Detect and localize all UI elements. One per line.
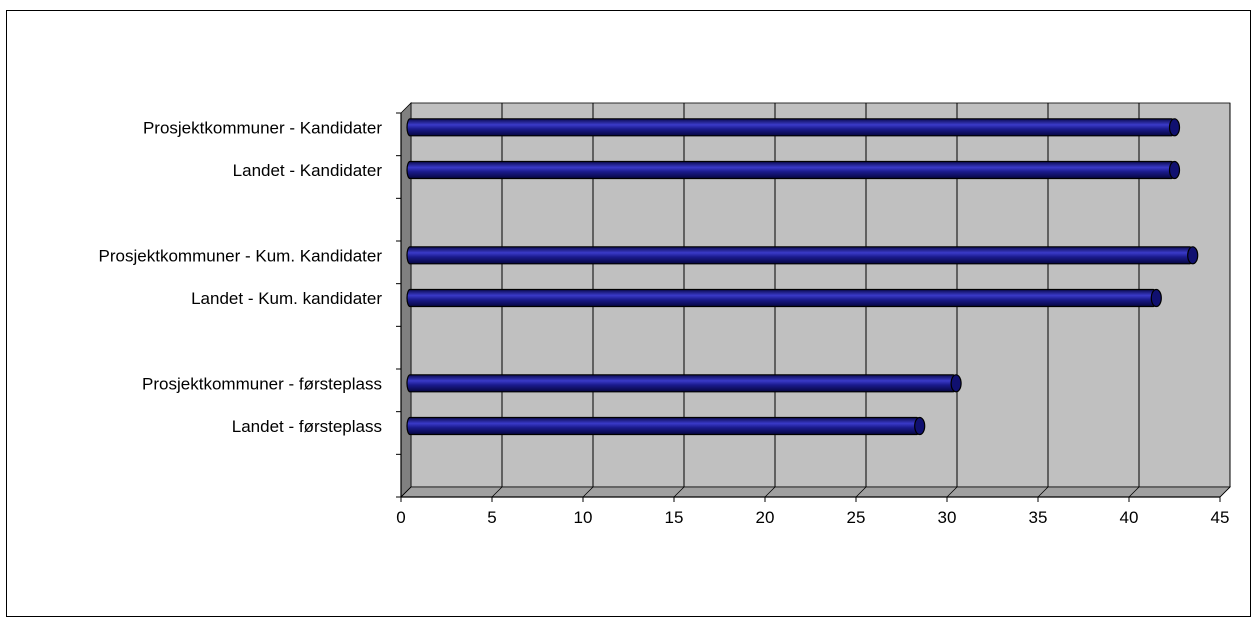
x-tick-label: 5 — [487, 508, 496, 527]
bars — [406, 118, 1199, 436]
x-tick-label: 40 — [1120, 508, 1139, 527]
floor — [400, 486, 1231, 498]
bar-cap-5 — [950, 374, 962, 393]
bar-cap-3 — [1187, 246, 1199, 265]
category-label: Prosjektkommuner - førsteplass — [142, 374, 382, 393]
x-tick-label: 25 — [847, 508, 866, 527]
category-label: Prosjektkommuner - Kandidater — [143, 118, 382, 137]
floor-gridline — [1219, 486, 1231, 498]
bar-cap-1 — [1168, 118, 1181, 137]
bar-4 — [406, 288, 1157, 308]
floor-gridline — [673, 486, 685, 498]
x-tick-label: 30 — [938, 508, 957, 527]
floor-gridline — [400, 486, 412, 498]
floor-gridline — [582, 486, 594, 498]
x-tick-label: 35 — [1029, 508, 1048, 527]
floor-gridline — [491, 486, 503, 498]
axes — [396, 112, 1221, 502]
bar-cap-6 — [914, 416, 926, 436]
bar-5 — [406, 374, 957, 393]
x-tick-label: 10 — [574, 508, 593, 527]
bar-2 — [406, 160, 1176, 180]
bar-cap-4 — [1150, 288, 1162, 308]
bar-6 — [406, 416, 921, 436]
floor-gridline — [855, 486, 867, 498]
category-label: Landet - førsteplass — [232, 417, 382, 436]
floor-gridline — [1128, 486, 1140, 498]
x-tick-label: 0 — [396, 508, 405, 527]
x-tick-label: 20 — [756, 508, 775, 527]
floor-gridline — [946, 486, 958, 498]
category-label: Prosjektkommuner - Kum. Kandidater — [99, 246, 383, 265]
labels: Prosjektkommuner - Kandidater Landet - Ka… — [99, 118, 1230, 527]
bar-3 — [406, 246, 1194, 265]
floor-gridline — [1037, 486, 1049, 498]
bar-1 — [406, 118, 1176, 137]
x-tick-label: 15 — [665, 508, 684, 527]
bar-cap-2 — [1168, 160, 1181, 180]
category-label: Landet - Kandidater — [233, 161, 383, 180]
category-label: Landet - Kum. kandidater — [191, 289, 382, 308]
floor-gridline — [764, 486, 776, 498]
x-tick-label: 45 — [1211, 508, 1230, 527]
